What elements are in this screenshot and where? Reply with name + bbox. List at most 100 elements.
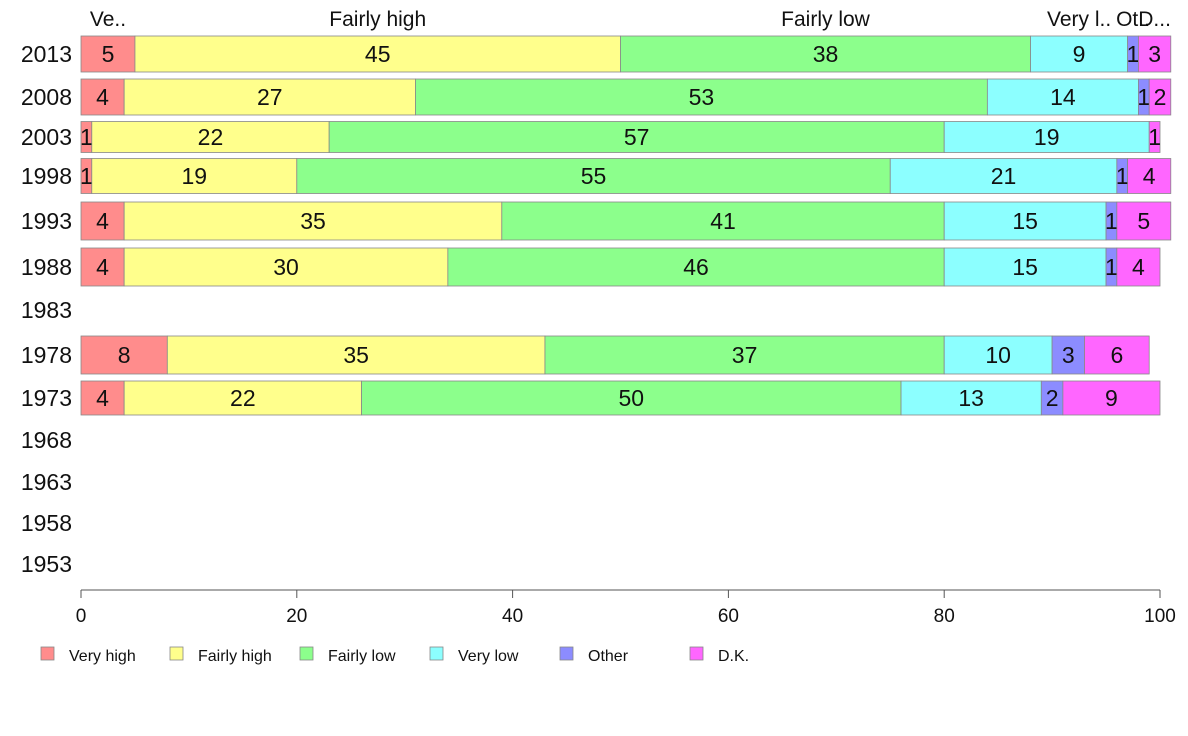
data-label: 35 [300,208,326,234]
data-label: 4 [96,208,109,234]
data-label: 4 [96,254,109,280]
data-label: 46 [683,254,709,280]
data-label: 3 [1148,41,1161,67]
data-label: 41 [710,208,736,234]
bar-segment-very-high [80,380,125,416]
legend-label: D.K. [718,648,749,665]
x-tick-label: 0 [76,606,87,627]
data-label: 1 [1105,254,1118,280]
x-tick-label: 60 [718,606,739,627]
y-axis-labels: 2013 2008 2003 1998 1993 1988 1983 1978 1973 1968… [21,41,72,577]
bar-segment-very-low [943,121,1150,153]
bar-segment-fairly-high [91,158,298,194]
data-label: 10 [985,342,1011,368]
data-label: 4 [1143,163,1156,189]
bar-segment-fairly-low [328,121,945,153]
bars: 5 45 38 9 1 34 27 53 14 1 21 22 57 19 11 19 55 21 1 44 35 41 1… [80,35,1172,416]
data-label: 4 [96,385,109,411]
bar-segment-very-low [986,78,1139,116]
data-label: 15 [1012,208,1038,234]
y-tick-label: 1973 [21,385,72,411]
bar-segment-d-k [1127,158,1172,194]
bar-segment-very-high [80,78,125,116]
bar-segment-d-k [1138,35,1172,73]
top-segment-label: Ve.. [90,8,126,31]
data-label: 5 [102,41,115,67]
data-label: 27 [257,84,283,110]
legend-label: Fairly low [328,648,396,665]
data-label: 35 [343,342,369,368]
y-tick-label: 1993 [21,208,72,234]
bar-segment-very-low [900,380,1042,416]
data-label: 22 [198,124,224,150]
data-label: 9 [1105,385,1118,411]
legend-swatch [299,646,314,661]
data-label: 21 [991,163,1017,189]
bar-segment-d-k [1062,380,1161,416]
legend-swatch [169,646,184,661]
bar-segment-fairly-high [123,78,416,116]
data-label: 22 [230,385,256,411]
top-segment-label: Very l.. [1047,8,1111,31]
data-label: 1 [80,124,93,150]
x-tick-label: 20 [286,606,307,627]
data-label: 55 [581,163,607,189]
bar-segment-fairly-high [134,35,621,73]
top-segment-label: Fairly high [329,8,426,31]
data-label: 3 [1062,342,1075,368]
bar-segment-very-low [889,158,1118,194]
data-label: 50 [618,385,644,411]
data-label: 1 [1137,84,1150,110]
bar-segment-fairly-low [415,78,988,116]
y-tick-label: 2013 [21,41,72,67]
data-label: 30 [273,254,299,280]
data-label: 38 [813,41,839,67]
y-tick-label: 1953 [21,551,72,577]
data-label: 1 [1105,208,1118,234]
bar-segment-d-k [1084,335,1150,375]
data-label: 15 [1012,254,1038,280]
data-label: 19 [181,163,207,189]
y-tick-label: 1988 [21,254,72,280]
y-tick-label: 1963 [21,469,72,495]
bar-segment-fairly-high [91,121,330,153]
bar-segment-fairly-low [296,158,891,194]
legend-swatch [429,646,444,661]
bar-segment-very-high [80,335,168,375]
data-label: 4 [1132,254,1145,280]
data-label: 1 [1127,41,1140,67]
x-axis: 0 20 40 60 80 100 [76,589,1176,627]
bar-segment-other [1051,335,1085,375]
data-label: 6 [1110,342,1123,368]
data-label: 37 [732,342,758,368]
data-label: 4 [96,84,109,110]
data-label: 19 [1034,124,1060,150]
data-label: 2 [1154,84,1167,110]
y-tick-label: 1983 [21,297,72,323]
bar-segment-d-k [1148,78,1172,116]
bar-segment-very-low [943,247,1107,287]
data-label: 8 [118,342,131,368]
data-label: 9 [1073,41,1086,67]
top-segment-label: Fairly low [781,8,871,31]
y-tick-label: 1968 [21,427,72,453]
legend-swatch [40,646,55,661]
legend-label: Other [588,648,629,665]
bar-segment-fairly-high [123,247,449,287]
data-label: 13 [958,385,984,411]
data-label: 1 [80,163,93,189]
data-label: 2 [1046,385,1059,411]
data-label: 1 [1148,124,1161,150]
bar-segment-d-k [1116,201,1172,241]
data-label: 45 [365,41,391,67]
legend-swatch [559,646,574,661]
y-tick-label: 1958 [21,510,72,536]
data-label: 57 [624,124,650,150]
x-tick-label: 40 [502,606,523,627]
x-tick-label: 100 [1144,606,1176,627]
top-segment-label: Ot.. [1116,8,1150,31]
y-tick-label: 2008 [21,84,72,110]
legend-label: Fairly high [198,648,272,665]
bar-segment-d-k [1116,247,1161,287]
